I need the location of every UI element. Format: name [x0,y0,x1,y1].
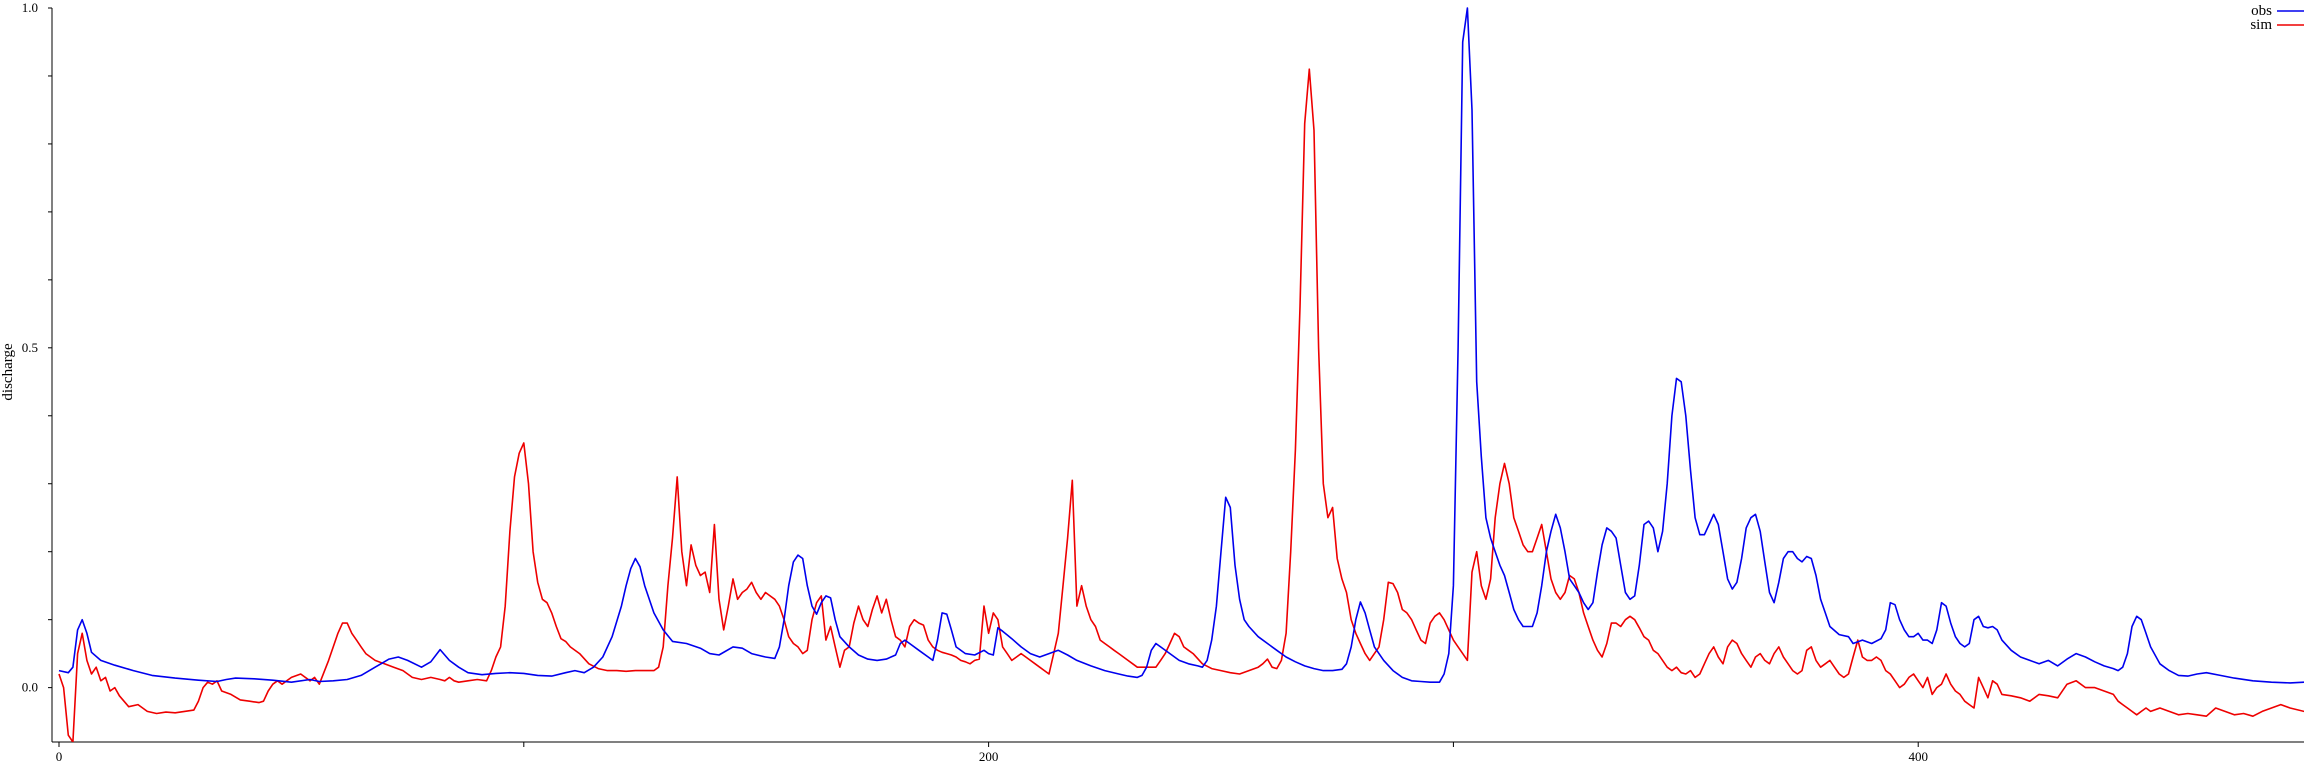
x-tick-label: 400 [1908,749,1928,764]
series-layer [58,7,2304,742]
y-tick-label: 1.0 [22,0,38,15]
x-tick-label: 0 [56,749,63,764]
legend-label-sim: sim [2250,17,2272,33]
y-tick-label: 0.0 [22,680,38,695]
x-tick-label: 200 [979,749,999,764]
y-tick-label: 0.5 [22,340,38,355]
series-line-obs [58,7,2304,684]
axes: 0.0 0.5 1.0 0 200 400 [22,0,2304,764]
series-line-sim [58,68,2304,742]
legend-label-obs: obs [2251,3,2272,19]
y-axis-label: discharge [0,343,16,401]
